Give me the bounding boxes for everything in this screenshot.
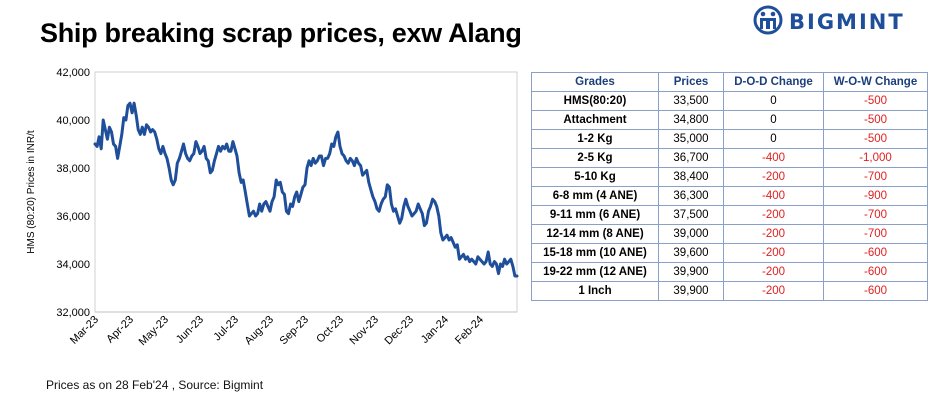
price-cell: 35,000 [658, 129, 724, 149]
logo-text: BIGMINT [789, 10, 905, 34]
grade-cell: 6-8 mm (4 ANE) [531, 186, 659, 206]
y-tick-label: 36,000 [56, 211, 90, 223]
y-axis-label: HMS (80:20) Prices in INR/t [26, 130, 37, 254]
price-cell: 38,400 [658, 167, 724, 187]
dod-change-cell: -200 [723, 281, 824, 301]
wow-change-cell: -600 [823, 262, 928, 282]
price-table: Grades Prices D-O-D Change W-O-W Change HMS… [531, 72, 928, 301]
price-cell: 39,900 [658, 281, 724, 301]
price-cell: 34,800 [658, 110, 724, 130]
table-row: 15-18 mm (10 ANE) 39,600 -200 -600 [531, 243, 928, 263]
plot-area [94, 71, 518, 313]
table-header-cell: Prices [658, 72, 724, 92]
y-tick-label: 42,000 [56, 67, 90, 79]
grade-cell: 2-5 Kg [531, 148, 659, 168]
x-tick-label: Dec-23 [383, 314, 417, 348]
grade-cell: 15-18 mm (10 ANE) [531, 243, 659, 263]
dod-change-cell: -400 [723, 186, 824, 206]
bigmint-logo-icon [753, 5, 783, 40]
table-row: 1 Inch 39,900 -200 -600 [531, 281, 928, 301]
wow-change-cell: -500 [823, 129, 928, 149]
dod-change-cell: 0 [723, 91, 824, 111]
dod-change-cell: -200 [723, 262, 824, 282]
price-cell: 39,000 [658, 224, 724, 244]
wow-change-cell: -600 [823, 281, 928, 301]
table-row: 5-10 Kg 38,400 -200 -700 [531, 167, 928, 187]
wow-change-cell: -500 [823, 91, 928, 111]
grade-cell: 19-22 mm (12 ANE) [531, 262, 659, 282]
grade-cell: 1-2 Kg [531, 129, 659, 149]
dod-change-cell: -200 [723, 243, 824, 263]
wow-change-cell: -700 [823, 224, 928, 244]
wow-change-cell: -700 [823, 205, 928, 225]
table-header-cell: Grades [531, 72, 659, 92]
wow-change-cell: -900 [823, 186, 928, 206]
x-tick-label: Aug-23 [243, 314, 277, 348]
x-tick-label: Apr-23 [104, 314, 136, 346]
price-cell: 39,900 [658, 262, 724, 282]
logo: BIGMINT [753, 5, 905, 40]
table-row: 6-8 mm (4 ANE) 36,300 -400 -900 [531, 186, 928, 206]
table-row: 9-11 mm (6 ANE) 37,500 -200 -700 [531, 205, 928, 225]
grade-cell: 9-11 mm (6 ANE) [531, 205, 659, 225]
table-row: 19-22 mm (12 ANE) 39,900 -200 -600 [531, 262, 928, 282]
table-row: 12-14 mm (8 ANE) 39,000 -200 -700 [531, 224, 928, 244]
wow-change-cell: -500 [823, 110, 928, 130]
price-cell: 37,500 [658, 205, 724, 225]
dod-change-cell: -200 [723, 167, 824, 187]
dod-change-cell: -200 [723, 205, 824, 225]
x-tick-label: Nov-23 [348, 314, 382, 348]
table-header-cell: D-O-D Change [723, 72, 824, 92]
table-row: 2-5 Kg 36,700 -400 -1,000 [531, 148, 928, 168]
dod-change-cell: -400 [723, 148, 824, 168]
table-row: HMS(80:20) 33,500 0 -500 [531, 91, 928, 111]
x-tick-label: May-23 [137, 314, 171, 348]
price-cell: 33,500 [658, 91, 724, 111]
price-cell: 39,600 [658, 243, 724, 263]
x-tick-label: Jun-23 [174, 314, 206, 346]
y-tick-label: 32,000 [56, 307, 90, 319]
grade-cell: HMS(80:20) [531, 91, 659, 111]
table-row: Attachment 34,800 0 -500 [531, 110, 928, 130]
table-header-row: Grades Prices D-O-D Change W-O-W Change [531, 72, 928, 92]
line-chart: 32,000 34,000 36,000 38,000 40,000 42,000 HMS … [26, 67, 519, 348]
dod-change-cell: 0 [723, 129, 824, 149]
dod-change-cell: 0 [723, 110, 824, 130]
grade-cell: 12-14 mm (8 ANE) [531, 224, 659, 244]
dod-change-cell: -200 [723, 224, 824, 244]
footer-note: Prices as on 28 Feb'24 , Source: Bigmint [46, 378, 264, 392]
table-row: 1-2 Kg 35,000 0 -500 [531, 129, 928, 149]
x-tick-label: Jan-24 [419, 314, 451, 346]
grade-cell: Attachment [531, 110, 659, 130]
y-tick-label: 38,000 [56, 163, 90, 175]
wow-change-cell: -1,000 [823, 148, 928, 168]
x-tick-label: Sep-23 [278, 314, 312, 348]
y-tick-label: 34,000 [56, 259, 90, 271]
x-tick-label: Jul-23 [211, 314, 241, 344]
price-cell: 36,700 [658, 148, 724, 168]
price-cell: 36,300 [658, 186, 724, 206]
grade-cell: 1 Inch [531, 281, 659, 301]
x-tick-label: Feb-24 [453, 314, 486, 347]
y-tick-label: 40,000 [56, 115, 90, 127]
x-tick-label: Oct-23 [314, 314, 346, 346]
table-header-cell: W-O-W Change [823, 72, 928, 92]
grade-cell: 5-10 Kg [531, 167, 659, 187]
series-line-hms [93, 101, 519, 278]
chart-title: Ship breaking scrap prices, exw Alang [40, 18, 522, 48]
wow-change-cell: -700 [823, 167, 928, 187]
wow-change-cell: -600 [823, 243, 928, 263]
